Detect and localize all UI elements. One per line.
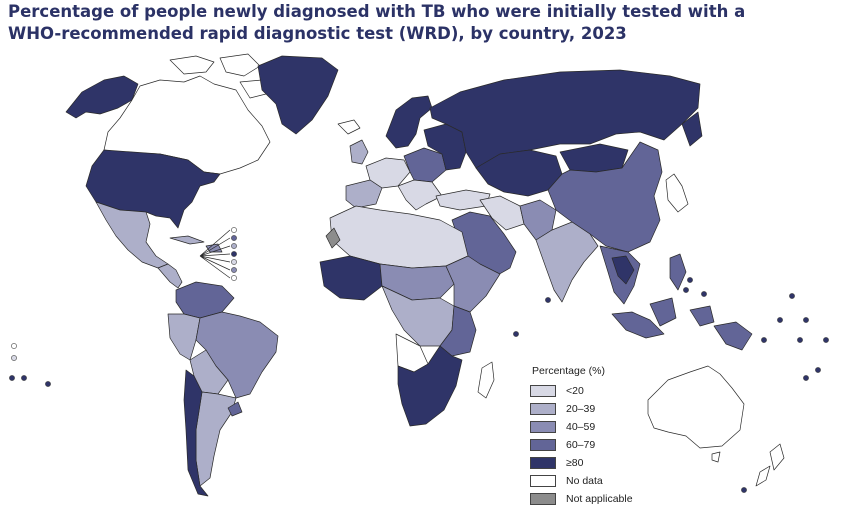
region-uruguay	[227, 401, 243, 417]
region-australia	[647, 365, 745, 449]
region-korea-japan	[665, 173, 689, 213]
legend-swatch	[530, 421, 556, 433]
legend-item: 40–59	[530, 418, 690, 436]
legend-title: Percentage (%)	[532, 365, 605, 377]
legend-swatch	[530, 403, 556, 415]
region-new-zealand	[755, 443, 785, 487]
region-tasmania	[711, 451, 721, 463]
region-west-africa	[319, 255, 383, 301]
region-united-states	[85, 149, 221, 229]
region-russia	[429, 69, 701, 169]
legend-swatch	[530, 493, 556, 505]
region-peru-ecuador	[167, 313, 201, 361]
region-india	[535, 221, 599, 303]
region-kamchatka	[681, 111, 703, 147]
region-argentina	[195, 391, 237, 487]
legend-item: Not applicable	[530, 490, 690, 508]
region-indonesia	[611, 297, 715, 339]
region-chile	[183, 369, 209, 497]
title-line-2: WHO-recommended rapid diagnostic test (W…	[8, 24, 627, 43]
legend-item: 60–79	[530, 436, 690, 454]
region-caribbean-callout	[199, 229, 231, 279]
legend-label: <20	[566, 385, 584, 397]
legend-item: 20–39	[530, 400, 690, 418]
legend-swatch	[530, 457, 556, 469]
region-italy-balkans	[397, 179, 443, 211]
region-greenland	[257, 55, 339, 135]
legend-label: ≥80	[566, 457, 584, 469]
region-iberia	[345, 179, 383, 209]
region-thailand-laos	[611, 255, 635, 285]
region-scandinavia	[385, 95, 433, 149]
region-east-africa-horn	[445, 255, 501, 313]
region-central-america	[157, 263, 183, 289]
legend-label: 60–79	[566, 439, 596, 451]
legend-label: 20–39	[566, 403, 596, 415]
region-central-europe	[403, 147, 447, 183]
map-legend: Percentage (%) <20 20–39 40–59 60–79 ≥80…	[530, 365, 690, 508]
region-uk-ireland	[349, 139, 369, 165]
legend-label: Not applicable	[566, 493, 633, 505]
legend-item: No data	[530, 472, 690, 490]
region-cuba	[169, 235, 205, 245]
region-papua	[713, 321, 753, 351]
legend-swatch	[530, 475, 556, 487]
legend-item: <20	[530, 382, 690, 400]
region-western-sahara	[325, 227, 341, 249]
legend-swatch	[530, 385, 556, 397]
title-line-1: Percentage of people newly diagnosed wit…	[8, 2, 746, 21]
legend-swatch	[530, 439, 556, 451]
map-title: Percentage of people newly diagnosed wit…	[8, 1, 788, 45]
legend-item: ≥80	[530, 454, 690, 472]
small-state-markers	[9, 227, 829, 493]
legend-label: No data	[566, 475, 603, 487]
region-east-africa	[439, 305, 477, 357]
region-madagascar	[477, 361, 495, 399]
region-philippines	[669, 253, 687, 291]
region-iceland	[337, 119, 361, 135]
region-mongolia	[559, 143, 629, 173]
legend-label: 40–59	[566, 421, 596, 433]
region-southern-africa	[397, 345, 463, 427]
